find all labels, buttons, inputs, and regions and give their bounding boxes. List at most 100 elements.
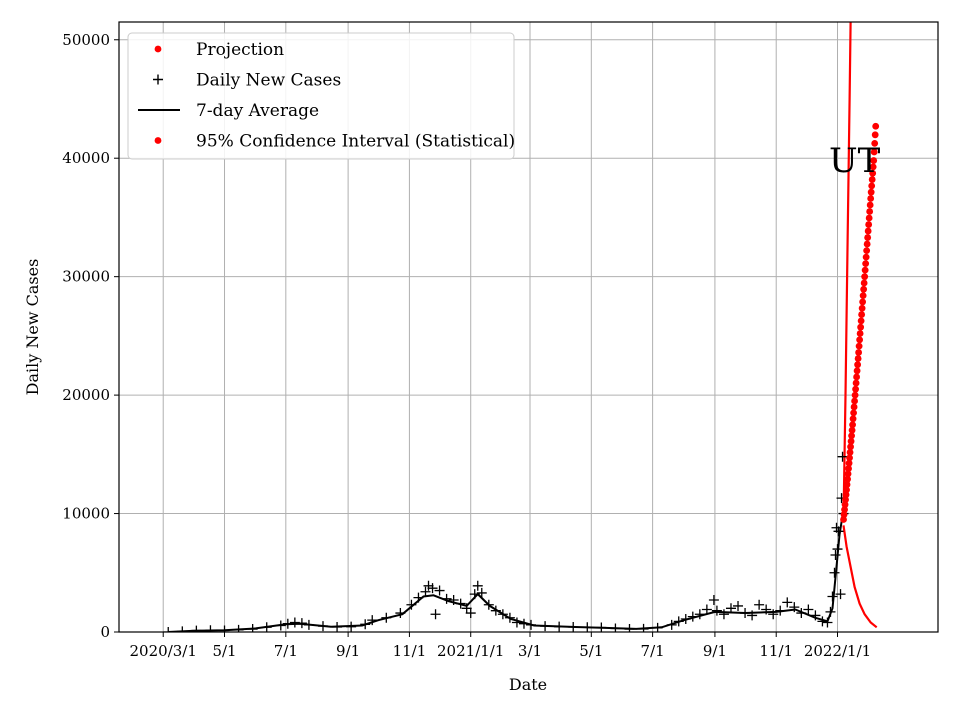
projection-point <box>855 349 863 356</box>
projection-point <box>866 201 874 209</box>
projection-point <box>847 437 855 445</box>
ci-upper-line <box>842 22 852 520</box>
projection-point <box>857 317 865 325</box>
y-tick-label: 40000 <box>62 149 110 167</box>
x-tick-label: 9/1 <box>703 642 727 660</box>
x-axis-label: Date <box>509 675 547 694</box>
legend-dot-marker <box>154 137 162 144</box>
daily-cases-point <box>420 586 431 597</box>
projection-point <box>860 285 868 293</box>
legend-plus-marker <box>153 74 163 85</box>
projection-point <box>853 367 861 375</box>
y-axis-label: Daily New Cases <box>23 259 42 396</box>
plot-area <box>163 22 880 632</box>
y-tick-label: 30000 <box>62 268 110 286</box>
legend-item: Projection <box>154 40 284 60</box>
x-tick-label: 2022/1/1 <box>804 642 871 660</box>
projection-point <box>856 336 864 344</box>
x-tick-label: 2021/1/1 <box>437 642 504 660</box>
projection-point <box>869 169 877 177</box>
projection-point <box>867 188 875 196</box>
projection-point <box>842 496 849 504</box>
projection-point <box>868 176 876 183</box>
projection-point <box>863 240 871 248</box>
projection-point <box>858 311 866 318</box>
projection-point <box>867 195 875 202</box>
projection-point <box>862 253 870 261</box>
projection-point <box>861 273 869 281</box>
x-tick-label: 11/1 <box>393 642 427 660</box>
x-tick-label: 11/1 <box>759 642 793 660</box>
projection-point <box>871 131 879 139</box>
daily-cases-point <box>427 583 438 594</box>
projection-point <box>845 459 853 467</box>
daily-cases-point <box>476 587 487 598</box>
axes-frame <box>118 21 939 633</box>
daily-cases-point <box>768 609 779 620</box>
projection-point <box>846 448 854 456</box>
x-tick-label: 9/1 <box>336 642 360 660</box>
projection-point <box>854 355 862 362</box>
daily-cases-point <box>829 567 840 578</box>
projection-point <box>862 260 870 268</box>
daily-cases-point <box>423 580 434 591</box>
ci-lower-line <box>842 525 878 629</box>
y-tick-label: 0 <box>100 623 110 641</box>
daily-cases-point <box>708 595 719 606</box>
daily-cases-point <box>835 589 846 600</box>
seven-day-average-line <box>168 515 844 632</box>
projection-point <box>848 432 855 440</box>
daily-cases-point <box>833 526 844 537</box>
projection-point <box>864 234 872 241</box>
projection-point <box>848 426 856 434</box>
daily-cases-point <box>711 605 722 616</box>
legend-label: Daily New Cases <box>196 71 341 91</box>
daily-cases-point <box>782 597 793 608</box>
projection-point <box>857 323 865 331</box>
projection-point <box>850 403 858 411</box>
daily-cases-point <box>430 609 441 620</box>
legend-item: 95% Confidence Interval (Statistical) <box>154 132 515 152</box>
projection-point <box>850 409 857 417</box>
projection-point <box>847 443 854 451</box>
projection-point <box>851 391 859 399</box>
x-tick-label: 7/1 <box>274 642 298 660</box>
legend-box <box>127 32 515 160</box>
daily-cases-point <box>803 604 814 615</box>
projection-point <box>849 415 857 423</box>
legend-label: Projection <box>196 40 284 60</box>
daily-cases-point <box>434 585 445 596</box>
projection-point <box>870 148 878 156</box>
projection-point <box>842 491 850 499</box>
projection-point <box>865 214 873 222</box>
projection-point <box>855 342 863 350</box>
x-tick-label: 5/1 <box>579 642 603 660</box>
projection-point <box>861 266 869 274</box>
projection-point <box>851 397 858 405</box>
projection-point <box>864 227 872 235</box>
projection-point <box>854 361 862 369</box>
projection-point <box>866 208 874 215</box>
projection-point <box>843 486 850 494</box>
projection-point <box>843 481 851 488</box>
x-tick-label: 5/1 <box>212 642 236 660</box>
projection-point <box>853 373 861 381</box>
daily-cases-point <box>837 451 848 462</box>
x-tick-label: 3/1 <box>518 642 542 660</box>
projection-point <box>860 279 868 287</box>
projection-point <box>863 247 871 255</box>
projection-point <box>865 221 873 228</box>
legend-label: 95% Confidence Interval (Statistical) <box>196 132 515 152</box>
projection-point <box>840 511 848 518</box>
projection-point <box>856 330 864 337</box>
projection-point <box>871 140 879 147</box>
daily-cases-point <box>830 550 841 561</box>
projection-point <box>846 454 853 462</box>
y-tick-label: 20000 <box>62 386 110 404</box>
projection-point <box>841 501 849 509</box>
projection-point <box>844 475 851 483</box>
projection-point <box>859 298 867 306</box>
projection-point <box>852 385 859 393</box>
daily-cases-point <box>754 599 765 610</box>
